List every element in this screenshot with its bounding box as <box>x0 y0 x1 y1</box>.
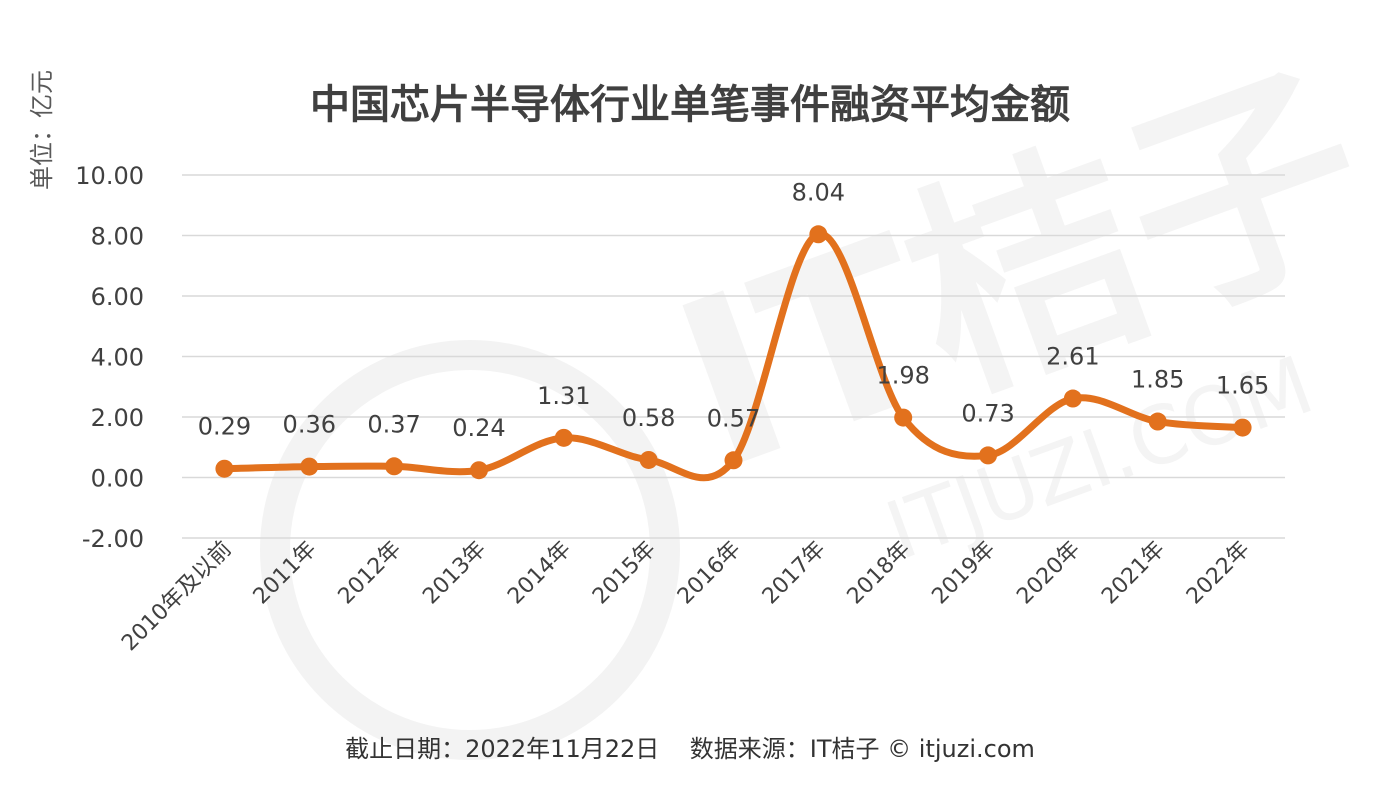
data-points <box>215 225 1252 480</box>
data-label: 1.85 <box>1131 366 1184 394</box>
data-label: 0.37 <box>367 410 420 438</box>
x-tick-label: 2017年 <box>758 537 831 610</box>
data-point <box>894 408 913 427</box>
data-point <box>385 457 404 476</box>
y-tick-label: 0.00 <box>91 465 144 493</box>
y-tick-label: 10.00 <box>75 162 144 190</box>
y-tick-label: 2.00 <box>91 404 144 432</box>
data-label: 0.29 <box>198 413 251 441</box>
y-axis-ticks: 10.00 8.00 6.00 4.00 2.00 0.00 -2.00 <box>75 162 144 553</box>
data-labels: 0.29 0.36 0.37 0.24 1.31 0.58 0.57 8.04 1.98 0.73… <box>198 178 1270 442</box>
chart-title: 中国芯片半导体行业单笔事件融资平均金额 <box>310 82 1070 128</box>
data-label: 0.36 <box>283 411 336 439</box>
x-tick-label: 2022年 <box>1182 537 1255 610</box>
data-label: 8.04 <box>792 178 845 206</box>
x-tick-label: 2016年 <box>673 537 746 610</box>
data-point <box>809 225 828 244</box>
data-point <box>724 451 743 470</box>
data-point <box>300 457 319 476</box>
x-tick-label: 2013年 <box>418 537 491 610</box>
data-point <box>215 459 234 478</box>
data-label: 1.65 <box>1216 372 1269 400</box>
footer-note: 截止日期：2022年11月22日 数据来源：IT桔子 © itjuzi.com <box>345 735 1035 763</box>
y-tick-label: -2.00 <box>82 525 144 553</box>
y-tick-label: 8.00 <box>91 223 144 251</box>
x-tick-label: 2010年及以前 <box>117 537 237 657</box>
data-point <box>469 461 488 480</box>
y-tick-label: 4.00 <box>91 344 144 372</box>
x-tick-label: 2020年 <box>1012 537 1085 610</box>
x-tick-label: 2021年 <box>1097 537 1170 610</box>
unit-label: 单位：亿元 <box>28 70 56 190</box>
data-label: 0.57 <box>707 404 760 432</box>
data-label: 1.98 <box>876 362 929 390</box>
data-label: 1.31 <box>537 382 590 410</box>
data-point <box>554 428 573 447</box>
data-label: 2.61 <box>1046 343 1099 371</box>
y-tick-label: 6.00 <box>91 283 144 311</box>
data-point <box>639 450 658 469</box>
x-tick-label: 2012年 <box>334 537 407 610</box>
x-tick-label: 2014年 <box>503 537 576 610</box>
data-point <box>979 446 998 465</box>
data-label: 0.58 <box>622 404 675 432</box>
data-point <box>1148 412 1167 431</box>
data-label: 0.24 <box>452 414 505 442</box>
data-point <box>1233 418 1252 437</box>
data-point <box>1063 389 1082 408</box>
data-label: 0.73 <box>961 399 1014 427</box>
series-line <box>220 230 1247 482</box>
grid-lines <box>182 174 1285 539</box>
